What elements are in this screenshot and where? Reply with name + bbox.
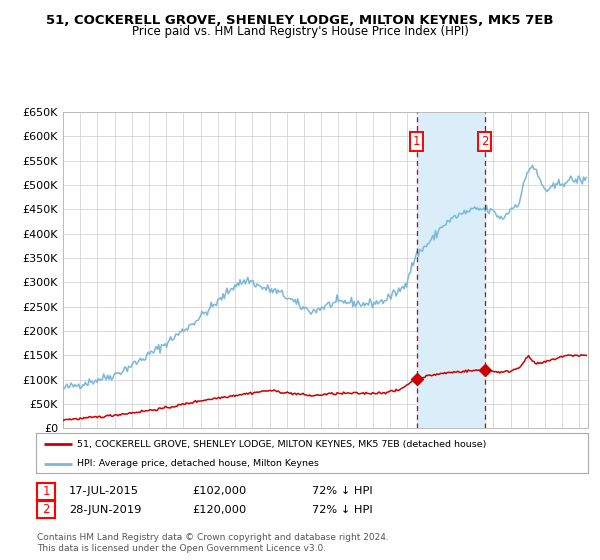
Text: Contains HM Land Registry data © Crown copyright and database right 2024.
This d: Contains HM Land Registry data © Crown c…	[37, 533, 389, 553]
Text: 1: 1	[43, 484, 50, 498]
Bar	[416, 112, 485, 428]
Text: HPI: Average price, detached house, Milton Keynes: HPI: Average price, detached house, Milt…	[77, 459, 319, 468]
Text: 2: 2	[481, 135, 488, 148]
Text: 72% ↓ HPI: 72% ↓ HPI	[312, 486, 373, 496]
Text: 1: 1	[413, 135, 421, 148]
Text: 72% ↓ HPI: 72% ↓ HPI	[312, 505, 373, 515]
Text: 28-JUN-2019: 28-JUN-2019	[69, 505, 142, 515]
Text: £102,000: £102,000	[192, 486, 246, 496]
Text: Price paid vs. HM Land Registry's House Price Index (HPI): Price paid vs. HM Land Registry's House …	[131, 25, 469, 38]
Text: 51, COCKERELL GROVE, SHENLEY LODGE, MILTON KEYNES, MK5 7EB: 51, COCKERELL GROVE, SHENLEY LODGE, MILT…	[46, 14, 554, 27]
Text: 51, COCKERELL GROVE, SHENLEY LODGE, MILTON KEYNES, MK5 7EB (detached house): 51, COCKERELL GROVE, SHENLEY LODGE, MILT…	[77, 440, 487, 449]
Text: £120,000: £120,000	[192, 505, 246, 515]
Text: 17-JUL-2015: 17-JUL-2015	[69, 486, 139, 496]
Text: 2: 2	[43, 503, 50, 516]
